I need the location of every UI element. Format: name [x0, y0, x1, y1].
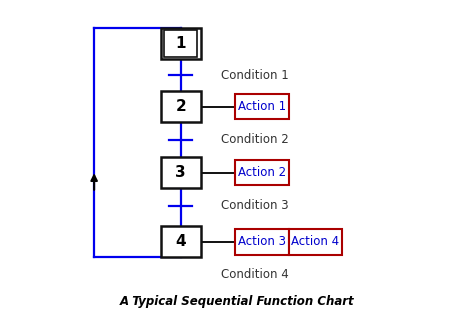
Bar — [235, 160, 289, 186]
Text: Action 4: Action 4 — [292, 235, 339, 248]
Bar — [161, 157, 201, 188]
Text: Action 3: Action 3 — [237, 235, 286, 248]
Bar — [161, 226, 201, 258]
Text: Condition 1: Condition 1 — [220, 68, 288, 82]
Text: 1: 1 — [175, 36, 186, 51]
Bar — [164, 30, 197, 57]
Bar — [235, 229, 289, 255]
Text: Condition 3: Condition 3 — [220, 199, 288, 212]
Bar — [161, 91, 201, 122]
Text: 4: 4 — [175, 234, 186, 249]
Text: 2: 2 — [175, 99, 186, 114]
Text: Condition 4: Condition 4 — [220, 268, 288, 281]
Bar — [161, 28, 201, 60]
Text: Action 2: Action 2 — [237, 166, 286, 179]
Text: Condition 2: Condition 2 — [220, 133, 288, 146]
Bar — [289, 229, 342, 255]
Text: A Typical Sequential Function Chart: A Typical Sequential Function Chart — [120, 295, 354, 308]
Text: Action 1: Action 1 — [237, 100, 286, 113]
Text: 3: 3 — [175, 165, 186, 180]
Bar — [235, 94, 289, 119]
